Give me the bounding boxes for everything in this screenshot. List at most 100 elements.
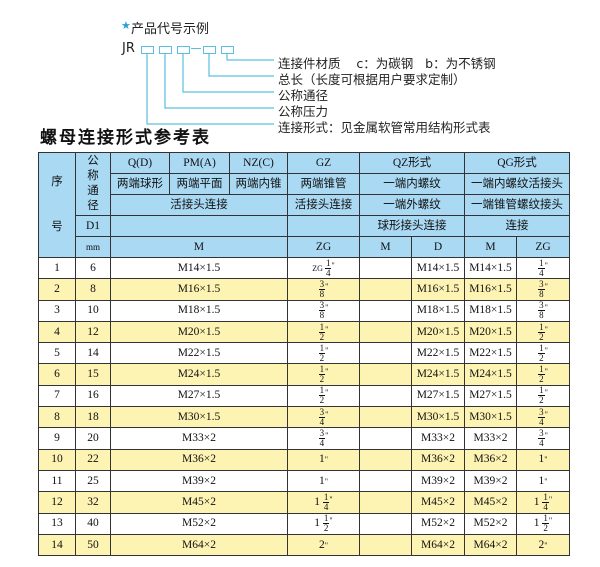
code-dash [191,48,201,49]
cell-qz-m [359,256,412,280]
table-row: 2 8 M16×1.5 3 8 " M16×1.5 M16×1.5 3 8 " [38,278,570,301]
cell-seq: 1 [38,256,76,280]
nut-connection-table: 序号 公称通径 Q(D) PM(A) NZ(C) GZ QZ形式 QG形式 两端… [38,152,570,557]
cell-nominal-diameter: 8 [75,278,111,301]
header-qg: QG形式 [464,152,570,174]
cell-m-thread: M39×2 [110,469,288,493]
cell-gz-zg: 1" [287,469,360,493]
cell-qg-zg: 1 2 " [516,342,570,365]
cell-nominal-diameter: 10 [75,299,111,322]
cell-qz-d: M20×1.5 [411,320,465,344]
header-row3: 一端锥管螺纹接头 [464,194,570,216]
cell-nominal-diameter: 32 [75,491,111,514]
cell-qz-m [359,299,412,322]
cell-m-thread: M16×1.5 [110,278,288,301]
cell-qz-d: M39×2 [411,469,465,493]
header-row5: ZG [287,236,360,258]
cell-seq: 8 [38,406,76,429]
cell-qg-zg: 1 2 " [516,363,570,386]
cell-gz-zg: 3 4 " [287,406,360,429]
cell-qg-m: M36×2 [464,448,517,471]
cell-nominal-diameter: 15 [75,363,111,386]
header-row4: 连接 [464,215,570,237]
header-row3: 活接头连接 [110,194,288,216]
cell-qz-m [359,491,412,514]
cell-qz-m [359,363,412,386]
cell-m-thread: M20×1.5 [110,320,288,344]
cell-gz-zg: 1 1 4 " [287,491,360,514]
cell-qz-d: M27×1.5 [411,384,465,408]
cell-seq: 10 [38,448,76,471]
table-row: 5 14 M22×1.5 1 2 " M22×1.5 M22×1.5 1 2 " [38,342,570,365]
label-pressure: 公称压力 [278,104,329,119]
cell-qg-zg: 2" [516,533,570,557]
cell-qz-m [359,469,412,493]
cell-nominal-diameter: 40 [75,512,111,535]
table-row: 12 32 M45×2 1 1 4 " M45×2 M45×2 1 1 4 " [38,491,570,514]
table-row: 6 15 M24×1.5 1 2 " M24×1.5 M24×1.5 1 2 " [38,363,570,386]
cell-nominal-diameter: 20 [75,427,111,450]
cell-qg-m: M22×1.5 [464,342,517,365]
cell-qg-zg: 3 8 " [516,299,570,322]
cell-qg-zg: 1" [516,448,570,471]
cell-qz-m [359,427,412,450]
cell-qg-m: M18×1.5 [464,299,517,322]
cell-gz-zg: 2" [287,533,360,557]
header-row5: M [359,236,412,258]
cell-m-thread: M27×1.5 [110,384,288,408]
cell-seq: 3 [38,299,76,322]
cell-qz-d: M14×1.5 [411,256,465,280]
cell-qz-m [359,448,412,471]
table-row: 13 40 M52×2 1 1 2 " M52×2 M52×2 1 1 2 " [38,512,570,535]
cell-qz-m [359,406,412,429]
cell-qg-m: M52×2 [464,512,517,535]
cell-seq: 4 [38,320,76,344]
table-row: 8 18 M30×1.5 3 4 " M30×1.5 M30×1.5 3 4 " [38,406,570,429]
header-seq: 序号 [38,152,76,258]
header-row5: M [110,236,288,258]
cell-gz-zg: 1" [287,448,360,471]
cell-qg-zg: 3 4 " [516,427,570,450]
cell-seq: 9 [38,427,76,450]
cell-qg-zg: 3 4 " [516,406,570,429]
header-qd: Q(D) [110,152,170,174]
cell-qg-zg: 1 2 " [516,320,570,344]
cell-nominal-diameter: 18 [75,406,111,429]
cell-nominal-diameter: 14 [75,342,111,365]
cell-qg-m: M24×1.5 [464,363,517,386]
cell-qg-zg: 1" [516,469,570,493]
cell-nominal-diameter: 16 [75,384,111,408]
cell-qz-d: M16×1.5 [411,278,465,301]
cell-qz-m [359,342,412,365]
cell-m-thread: M24×1.5 [110,363,288,386]
cell-seq: 14 [38,533,76,557]
cell-qg-m: M39×2 [464,469,517,493]
cell-gz-zg: 1 2 " [287,384,360,408]
header-gz: GZ [287,152,360,174]
cell-qg-m: M16×1.5 [464,278,517,301]
header-row4: 球形接头连接 [359,215,465,237]
cell-qz-d: M22×1.5 [411,342,465,365]
table-title: 螺母连接形式参考表 [40,128,211,148]
cell-m-thread: M36×2 [110,448,288,471]
cell-seq: 12 [38,491,76,514]
cell-gz-zg: ZG 1 4 " [287,256,360,280]
cell-seq: 6 [38,363,76,386]
header-row2: 两端锥管 [287,173,360,195]
cell-m-thread: M45×2 [110,491,288,514]
cell-seq: 13 [38,512,76,535]
cell-qg-m: M30×1.5 [464,406,517,429]
cell-gz-zg: 1 1 2 " [287,512,360,535]
cell-qz-d: M52×2 [411,512,465,535]
